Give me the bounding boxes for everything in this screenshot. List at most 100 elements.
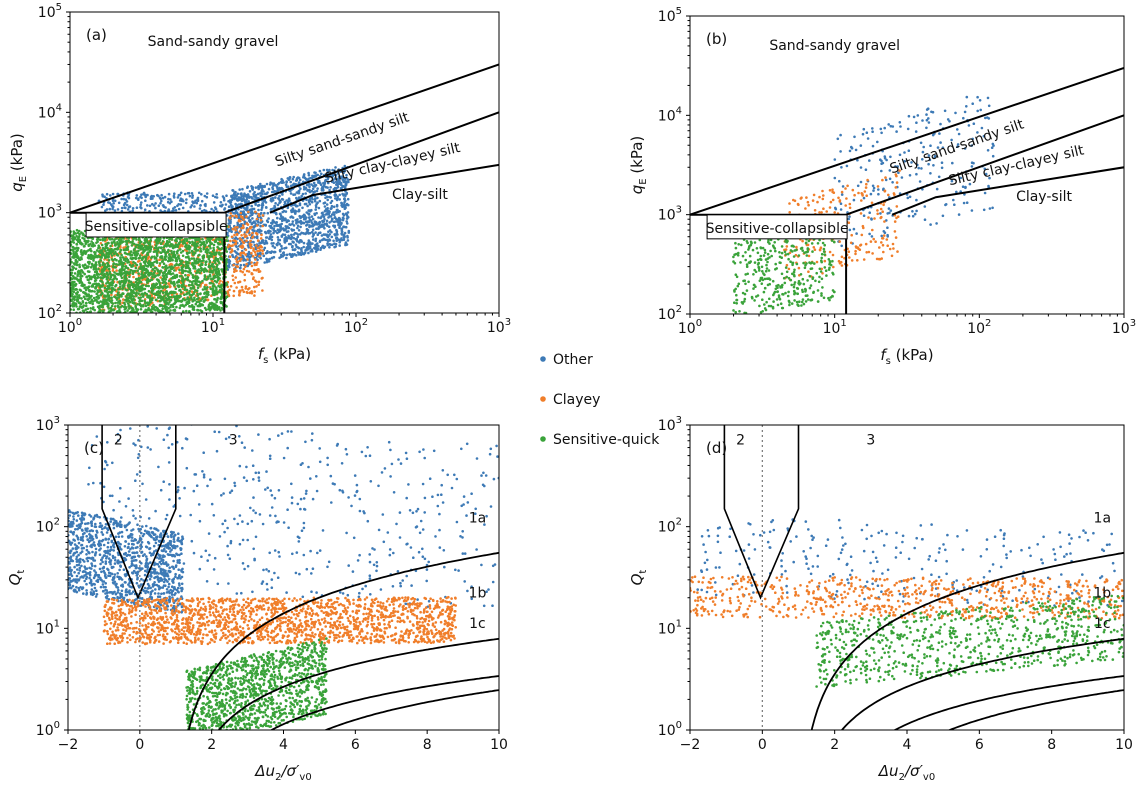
data-point bbox=[88, 281, 92, 285]
data-point bbox=[285, 256, 288, 260]
data-point bbox=[332, 239, 335, 243]
data-point bbox=[326, 235, 330, 239]
data-point bbox=[155, 240, 158, 244]
data-point bbox=[323, 205, 327, 208]
data-point bbox=[207, 305, 210, 309]
data-point bbox=[120, 276, 124, 280]
data-point bbox=[332, 205, 336, 209]
data-point bbox=[287, 242, 291, 246]
data-point bbox=[198, 258, 201, 261]
data-point bbox=[107, 259, 111, 262]
data-point bbox=[225, 239, 228, 242]
data-point bbox=[97, 297, 100, 300]
data-point bbox=[118, 250, 122, 254]
data-point bbox=[334, 234, 337, 237]
data-point bbox=[179, 191, 183, 195]
data-point bbox=[178, 245, 181, 248]
data-point bbox=[276, 236, 280, 239]
data-point bbox=[229, 226, 233, 230]
data-point bbox=[137, 288, 141, 291]
data-point bbox=[187, 283, 191, 287]
data-point bbox=[152, 204, 156, 207]
data-point bbox=[242, 290, 246, 294]
data-point bbox=[341, 216, 345, 220]
data-point bbox=[279, 212, 282, 216]
data-point bbox=[110, 242, 114, 245]
data-point bbox=[188, 259, 191, 262]
data-point bbox=[191, 261, 194, 265]
data-point bbox=[264, 231, 268, 235]
data-point bbox=[82, 245, 86, 248]
data-point bbox=[264, 201, 268, 204]
data-point bbox=[326, 186, 329, 189]
data-point bbox=[321, 185, 324, 189]
data-point bbox=[127, 279, 131, 283]
data-point bbox=[251, 197, 254, 200]
data-point bbox=[91, 244, 95, 248]
data-point bbox=[242, 263, 246, 267]
data-point bbox=[98, 289, 101, 292]
data-point bbox=[242, 259, 245, 262]
data-point bbox=[308, 241, 311, 244]
data-point bbox=[219, 237, 222, 241]
data-point bbox=[167, 282, 170, 285]
data-point bbox=[259, 194, 263, 198]
data-point bbox=[345, 176, 348, 180]
data-point bbox=[330, 219, 333, 223]
data-point bbox=[233, 233, 236, 237]
data-point bbox=[327, 225, 331, 229]
data-point bbox=[173, 309, 177, 312]
data-point bbox=[294, 212, 297, 215]
data-point bbox=[187, 247, 191, 251]
data-point bbox=[280, 235, 284, 238]
data-point bbox=[256, 246, 260, 250]
data-point bbox=[168, 254, 171, 257]
data-point bbox=[252, 268, 256, 272]
data-point bbox=[322, 202, 326, 205]
data-point bbox=[176, 204, 179, 208]
data-point bbox=[229, 239, 232, 243]
data-point bbox=[196, 308, 200, 312]
data-point bbox=[70, 271, 74, 275]
data-point bbox=[279, 217, 282, 220]
data-point bbox=[243, 279, 246, 282]
data-point bbox=[259, 224, 262, 228]
data-point bbox=[120, 271, 124, 275]
data-point bbox=[261, 224, 265, 228]
data-point bbox=[232, 227, 235, 231]
data-point bbox=[87, 265, 90, 268]
data-point bbox=[175, 250, 179, 254]
data-point bbox=[289, 180, 293, 184]
data-point bbox=[159, 289, 163, 293]
data-point bbox=[160, 260, 164, 263]
data-point bbox=[118, 280, 121, 283]
data-point bbox=[87, 298, 90, 302]
data-point bbox=[110, 237, 114, 241]
data-point bbox=[165, 255, 168, 258]
data-point bbox=[212, 265, 216, 268]
data-point bbox=[292, 236, 296, 240]
data-point bbox=[74, 251, 78, 254]
data-point bbox=[231, 189, 235, 192]
data-point bbox=[199, 267, 203, 270]
data-point bbox=[75, 305, 78, 308]
data-point bbox=[198, 240, 202, 243]
data-point bbox=[191, 196, 194, 199]
data-point bbox=[109, 244, 112, 248]
data-point bbox=[329, 201, 333, 205]
data-point bbox=[345, 202, 349, 206]
data-point bbox=[141, 287, 144, 290]
data-point bbox=[233, 196, 237, 199]
data-point bbox=[307, 213, 311, 216]
data-point bbox=[143, 267, 146, 271]
data-point bbox=[167, 259, 170, 263]
data-point bbox=[344, 183, 348, 186]
data-point bbox=[323, 233, 327, 236]
data-point bbox=[204, 268, 208, 272]
data-point bbox=[235, 256, 239, 259]
data-point bbox=[213, 298, 217, 301]
data-point bbox=[291, 244, 294, 248]
data-point bbox=[341, 192, 344, 196]
data-point bbox=[250, 261, 253, 264]
data-point bbox=[100, 205, 104, 209]
